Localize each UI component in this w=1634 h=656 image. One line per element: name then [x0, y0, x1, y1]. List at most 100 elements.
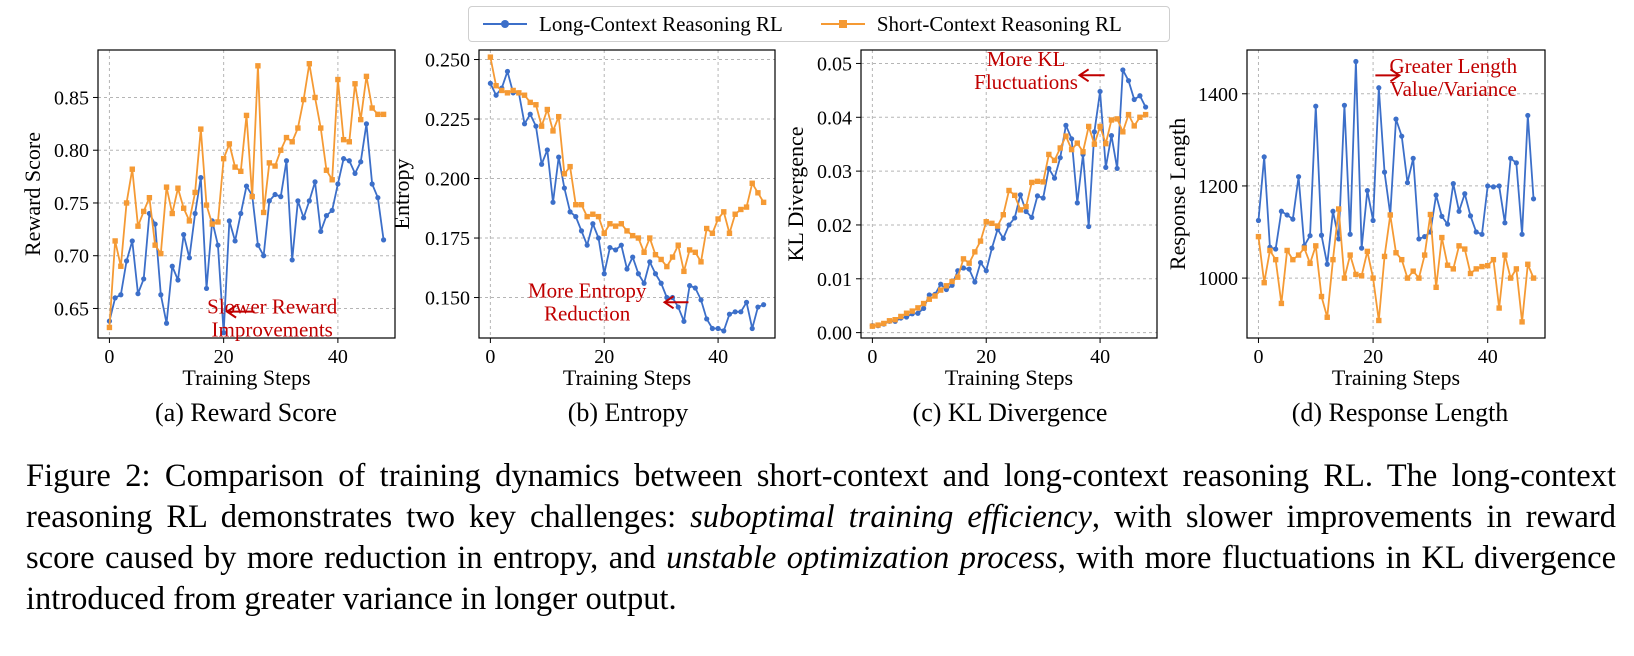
point-long	[1450, 181, 1456, 187]
y-tick-label: 0.02	[817, 215, 852, 237]
point-short	[1074, 140, 1081, 146]
point-long	[1307, 233, 1313, 239]
point-short	[966, 260, 972, 266]
point-long	[1046, 165, 1052, 172]
point-long	[152, 221, 158, 227]
point-short	[1125, 111, 1132, 118]
point-short	[272, 163, 278, 169]
point-long	[181, 232, 187, 238]
point-long	[1290, 216, 1296, 222]
point-long	[1330, 208, 1336, 214]
point-long	[369, 181, 375, 187]
annotation-text: Reduction	[544, 302, 631, 326]
subcaption-b: (b) Entropy	[567, 398, 689, 427]
annotation-text: More Entropy	[528, 279, 647, 303]
y-tick-label: 1400	[1198, 84, 1238, 106]
point-short	[1068, 146, 1075, 153]
point-short	[875, 322, 881, 328]
point-long	[112, 295, 118, 301]
point-long	[1313, 103, 1319, 109]
point-short	[487, 54, 494, 60]
point-short	[380, 111, 387, 118]
point-short	[1341, 275, 1348, 281]
point-short	[652, 251, 659, 258]
y-tick-label: 0.04	[817, 107, 852, 129]
point-short	[1335, 206, 1342, 212]
point-short	[1011, 192, 1018, 199]
point-short	[561, 171, 568, 177]
point-long	[158, 292, 164, 298]
point-short	[220, 155, 227, 162]
point-short	[738, 206, 744, 213]
point-long	[1496, 183, 1502, 189]
point-short	[249, 193, 255, 200]
point-long	[306, 198, 312, 204]
point-short	[983, 219, 989, 225]
legend-long-label: Long-Context Reasoning RL	[539, 11, 783, 36]
point-short	[1353, 271, 1359, 278]
point-long	[1399, 133, 1405, 139]
point-long	[1364, 187, 1370, 194]
y-tick-label: 0.200	[425, 169, 470, 191]
point-long	[1324, 261, 1330, 267]
point-short	[692, 249, 699, 256]
point-short	[601, 230, 607, 236]
point-short	[1410, 268, 1416, 274]
point-short	[715, 216, 721, 222]
x-tick-label: 40	[708, 346, 728, 368]
point-long	[709, 325, 715, 332]
point-long	[1029, 214, 1035, 221]
point-short	[698, 259, 704, 265]
x-tick-label: 0	[104, 346, 114, 368]
point-short	[1427, 211, 1434, 218]
point-short	[955, 274, 961, 280]
point-short	[375, 111, 381, 118]
point-long	[533, 123, 539, 129]
point-short	[1057, 145, 1063, 151]
point-long	[266, 198, 272, 204]
point-short	[618, 221, 625, 227]
point-long	[1040, 195, 1046, 201]
point-short	[1051, 157, 1058, 164]
point-long	[915, 310, 921, 316]
point-short	[146, 194, 153, 201]
point-long	[675, 304, 681, 310]
point-short	[163, 184, 170, 190]
point-long	[921, 305, 927, 311]
figure-caption: Figure 2: Comparison of training dynamic…	[26, 456, 1616, 620]
point-long	[983, 268, 989, 274]
point-long	[1143, 104, 1149, 110]
plot-frame	[1246, 49, 1546, 339]
point-long	[169, 263, 175, 269]
series-line-short-context-reasoning-rl	[489, 56, 765, 273]
point-long	[1473, 229, 1479, 235]
x-tick-label: 0	[485, 346, 495, 368]
chart-svg: 0 20 40 1000 1200 1400 Training Steps Response …	[1165, 49, 1546, 390]
point-long	[1318, 232, 1325, 238]
point-long	[312, 179, 318, 185]
y-tick-label: 0.05	[817, 53, 852, 75]
point-long	[1051, 175, 1058, 181]
annotation-text: Value/Variance	[1390, 77, 1517, 101]
point-short	[1358, 273, 1365, 279]
point-short	[1017, 207, 1024, 213]
point-long	[607, 244, 613, 251]
point-short	[755, 190, 761, 196]
x-tick-label: 40	[1478, 346, 1498, 368]
point-long	[1086, 223, 1092, 230]
point-long	[1120, 67, 1126, 73]
point-long	[743, 299, 750, 305]
legend: Long-Context Reasoning RL Short-Context …	[468, 6, 1170, 42]
point-long	[1439, 213, 1445, 219]
point-long	[630, 254, 636, 260]
point-short	[1450, 266, 1457, 272]
point-long	[1519, 231, 1525, 237]
point-long	[1530, 196, 1537, 202]
point-long	[352, 170, 358, 177]
point-long	[123, 258, 130, 264]
plot-frame	[478, 49, 776, 339]
point-short	[1006, 187, 1012, 194]
point-short	[909, 308, 915, 314]
point-long	[613, 247, 619, 253]
point-long	[539, 161, 545, 167]
